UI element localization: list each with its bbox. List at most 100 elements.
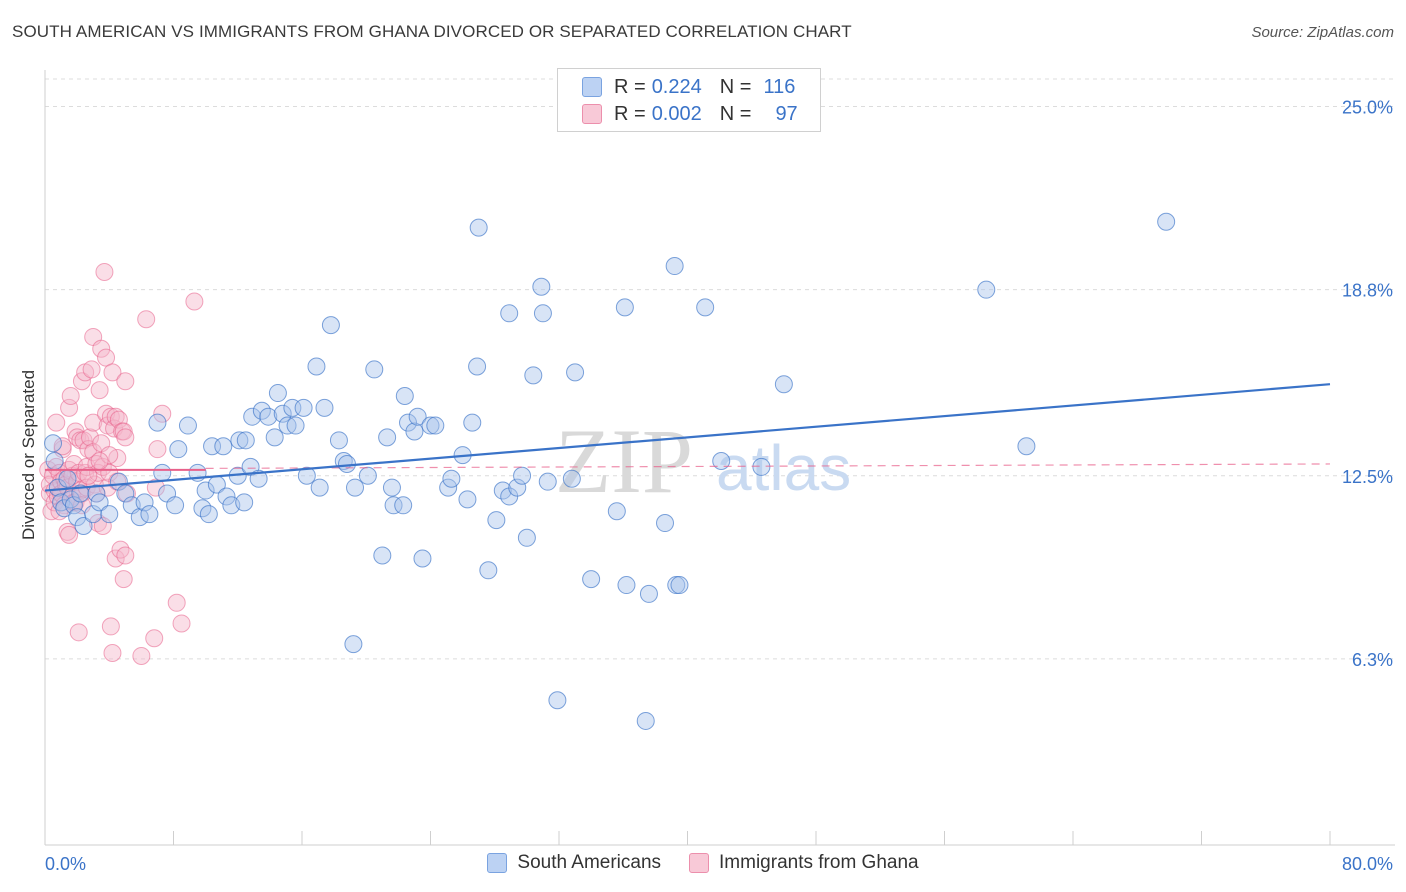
- ghana-point: [79, 466, 98, 485]
- ghana-point: [98, 478, 117, 497]
- south-american-point: [273, 404, 292, 423]
- south-american-point: [562, 469, 581, 488]
- ghana-point: [90, 452, 109, 470]
- south-american-point: [524, 366, 543, 385]
- south-american-point: [532, 277, 551, 296]
- ghana-point: [82, 360, 101, 379]
- south-american-point: [399, 413, 418, 432]
- ghana-point: [103, 363, 122, 382]
- ghana-point: [185, 292, 204, 311]
- south-american-point: [442, 469, 461, 488]
- ghana-trend-dashed: [205, 463, 1331, 469]
- south-american-point: [636, 711, 655, 730]
- south-american-point: [178, 416, 197, 435]
- south-american-point: [469, 218, 488, 237]
- south-american-point: [548, 691, 567, 710]
- watermark-zip: ZIP: [555, 410, 693, 512]
- south-american-point: [358, 466, 377, 485]
- ghana-point: [114, 422, 133, 441]
- ghana-point: [100, 446, 119, 465]
- ghana-point: [60, 398, 79, 417]
- south-american-point: [153, 463, 172, 482]
- ghana-point: [60, 525, 79, 544]
- watermark: ZIP atlas: [555, 410, 851, 512]
- south-american-point: [517, 528, 536, 547]
- ghana-point: [116, 372, 135, 391]
- south-american-point: [696, 298, 715, 317]
- south-american-point: [426, 416, 445, 435]
- south-american-point: [286, 416, 305, 435]
- south-american-point: [44, 434, 63, 453]
- ghana-point: [101, 617, 120, 636]
- legend-row-south-americans: R = 0.224 N = 116: [582, 73, 795, 101]
- legend-n-label: N =: [719, 75, 752, 98]
- ghana-point: [148, 440, 167, 459]
- south-american-point: [463, 413, 482, 432]
- south-american-point: [582, 570, 601, 589]
- legend-n-value: 116: [763, 75, 796, 98]
- chart-source: Source: ZipAtlas.com: [1251, 24, 1394, 41]
- tick-labels: 6.3% 12.5% 18.8% 25.0% 0.0% 80.0%: [45, 98, 1393, 874]
- south-american-point: [61, 490, 80, 509]
- south-american-point: [395, 387, 414, 406]
- south-american-point: [346, 478, 365, 497]
- ghana-point: [145, 629, 164, 648]
- south-american-point: [712, 452, 731, 470]
- legend-swatch-blue: [582, 77, 602, 97]
- south-american-point: [214, 437, 233, 456]
- south-american-point: [566, 363, 585, 382]
- south-american-point: [500, 304, 519, 323]
- south-american-point: [58, 469, 77, 488]
- ghana-point: [93, 516, 112, 535]
- grid-lines: [45, 78, 1395, 660]
- legend-r-label: R =: [614, 75, 646, 98]
- south-american-point: [310, 478, 329, 497]
- south-american-point: [468, 357, 487, 376]
- south-american-point: [365, 360, 384, 379]
- ghana-point: [132, 646, 151, 665]
- south-american-point: [670, 576, 689, 595]
- ghana-point: [103, 644, 122, 662]
- ghana-point: [116, 546, 135, 565]
- south-american-point: [297, 466, 316, 485]
- south-american-point: [268, 384, 287, 403]
- y-axis-title: Divorced or Separated: [19, 370, 38, 540]
- x-tick-label: 0.0%: [45, 854, 86, 874]
- south-american-point: [394, 496, 413, 515]
- y-tick-label: 18.8%: [1342, 281, 1393, 301]
- legend-r-value: 0.002: [651, 102, 702, 125]
- south-american-point: [249, 469, 268, 488]
- legend-r-label: R =: [614, 102, 646, 125]
- south-american-point: [665, 257, 684, 276]
- correlation-legend: R = 0.224 N = 116 R = 0.002 N = 97: [557, 68, 821, 132]
- legend-r-value: 0.224: [651, 75, 702, 98]
- south-american-point: [617, 576, 636, 595]
- south-american-point: [90, 493, 109, 512]
- ghana-point: [116, 428, 135, 447]
- legend-swatch-pink: [689, 853, 710, 873]
- ghana-point: [61, 387, 80, 406]
- south-american-point: [774, 375, 793, 394]
- south-american-point: [615, 298, 634, 317]
- legend-row-ghana: R = 0.002 N = 97: [582, 100, 798, 128]
- ghana-point: [111, 540, 130, 559]
- south-american-point: [538, 472, 557, 491]
- ghana-point: [47, 413, 66, 432]
- legend-item-south-americans[interactable]: South Americans: [487, 852, 661, 874]
- series-ghana-points: [39, 262, 204, 665]
- south-american-point: [217, 487, 236, 506]
- ghana-point: [58, 522, 77, 541]
- y-tick-label: 12.5%: [1342, 467, 1393, 487]
- south-american-point: [199, 505, 218, 524]
- legend-label: South Americans: [517, 852, 662, 873]
- south-american-point: [235, 493, 254, 512]
- south-american-point: [315, 398, 334, 417]
- series-south-american-points: [44, 212, 1176, 730]
- legend-item-ghana[interactable]: Immigrants from Ghana: [689, 852, 919, 874]
- watermark-atlas: atlas: [716, 432, 851, 504]
- south-american-point: [64, 496, 83, 515]
- south-american-point: [265, 428, 284, 447]
- south-american-point: [329, 431, 348, 450]
- ghana-point: [167, 593, 186, 612]
